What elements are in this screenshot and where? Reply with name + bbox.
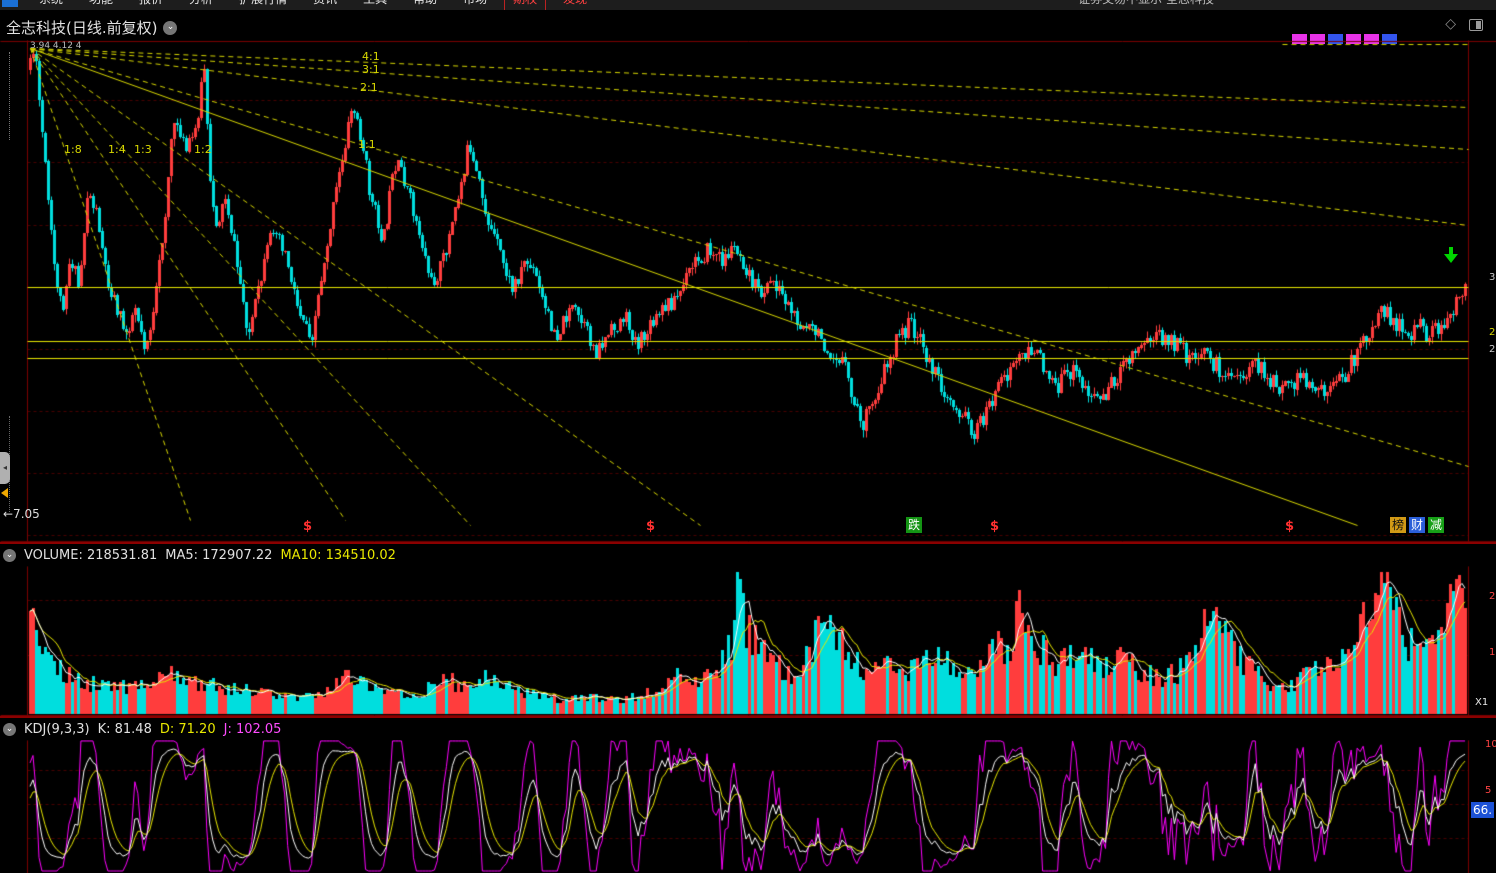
main-price-chart[interactable] <box>0 40 1496 543</box>
app-logo-icon <box>2 0 18 7</box>
menu-bar: 系统功能报价分析扩展行情资讯工具帮助市场期权发现 证券交易不显示 全志科技 <box>0 0 1496 10</box>
menu-item-7[interactable]: 帮助 <box>400 0 450 10</box>
title-chevron-down-icon[interactable]: ⌄ <box>163 20 178 35</box>
pane-separator <box>0 716 1496 718</box>
menu-item-1[interactable]: 功能 <box>76 0 126 10</box>
kdj-label: KDJ(9,3,3) <box>24 721 90 737</box>
window-layout-icon[interactable] <box>1469 19 1483 31</box>
kdj-j-text: J: 102.05 <box>223 721 282 737</box>
kdj-d-text: D: 71.20 <box>159 721 216 737</box>
volume-ma10-text: MA10: 134510.02 <box>280 547 396 563</box>
menu-item-3[interactable]: 分析 <box>176 0 226 10</box>
left-arrow-icon[interactable] <box>1 488 8 498</box>
menu-item-6[interactable]: 工具 <box>350 0 400 10</box>
volume-ma5-text: MA5: 172907.22 <box>165 547 273 563</box>
quote-flash-blocks <box>1292 34 1397 44</box>
diamond-icon[interactable]: ◇ <box>1445 16 1456 32</box>
menu-item-10[interactable]: 发现 <box>550 0 600 10</box>
kdj-pane-header: ⌄ KDJ(9,3,3) K: 81.48 D: 71.20 J: 102.05 <box>3 720 281 738</box>
kdj-chart[interactable] <box>0 740 1496 873</box>
menu-item-9[interactable]: 期权 <box>504 0 547 10</box>
menu-item-4[interactable]: 扩展行情 <box>226 0 300 10</box>
kdj-k-text: K: 81.48 <box>97 721 152 737</box>
title-bar: 全志科技(日线.前复权) ⌄ ◇ <box>0 10 1496 40</box>
sidebar-handle[interactable]: ◂ <box>0 452 10 484</box>
menu-items: 系统功能报价分析扩展行情资讯工具帮助市场期权发现 证券交易不显示 全志科技 <box>0 0 1496 10</box>
chart-title: 全志科技(日线.前复权) <box>6 19 158 37</box>
menu-item-8[interactable]: 市场 <box>450 0 500 10</box>
volume-pane-header: ⌄ VOLUME: 218531.81 MA5: 172907.22 MA10:… <box>3 546 396 564</box>
menu-right-text: 证券交易不显示 全志科技 <box>1078 0 1214 10</box>
menu-item-5[interactable]: 资讯 <box>300 0 350 10</box>
volume-chart[interactable] <box>0 566 1496 716</box>
left-ruler-marks <box>9 52 10 140</box>
volume-value-text: VOLUME: 218531.81 <box>24 547 158 563</box>
menu-item-2[interactable]: 报价 <box>126 0 176 10</box>
pane-separator <box>0 542 1496 544</box>
volume-collapse-icon[interactable]: ⌄ <box>3 548 16 562</box>
kdj-collapse-icon[interactable]: ⌄ <box>3 722 16 736</box>
menu-item-0[interactable]: 系统 <box>26 0 76 10</box>
